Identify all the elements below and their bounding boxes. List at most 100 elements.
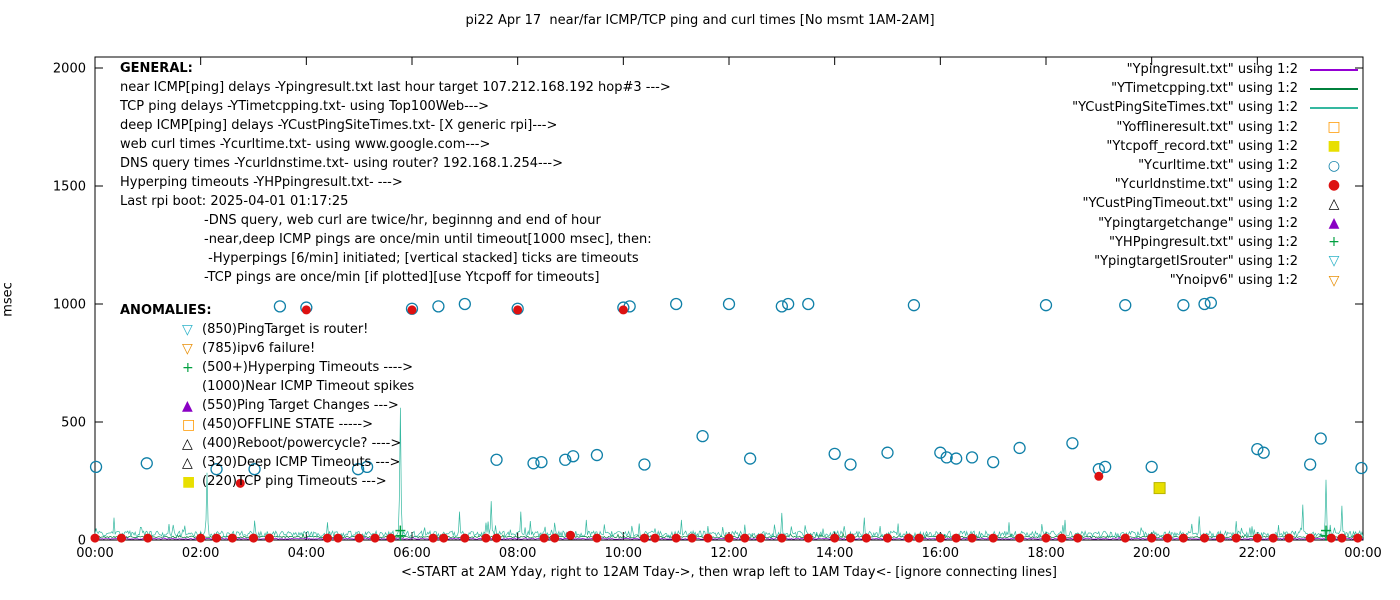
- x-tick-label: 02:00: [182, 546, 219, 561]
- legend-item-label: "Ynoipv6" using 1:2: [1169, 273, 1298, 289]
- series-Ycurltime-txt-point: [934, 446, 947, 459]
- series-Ycurldnstime-txt-point: [703, 533, 713, 543]
- series-Ycurltime-txt-point: [210, 463, 223, 476]
- series-Ycurltime-txt-point: [590, 448, 604, 462]
- series-Ycurltime-txt-point: [782, 297, 795, 311]
- y-tick-label: 2000: [53, 62, 86, 77]
- series-Ycurltime-txt-point: [1066, 437, 1079, 450]
- series-Ycurltime-txt-point: [527, 457, 540, 470]
- series-Ycurldnstime-txt-point: [988, 533, 998, 543]
- legend-item-label: "YCustPingSiteTimes.txt" using 1:2: [1072, 100, 1298, 116]
- series-Ycurldnstime-txt-point: [481, 533, 491, 543]
- series-Ycurltime-txt-point: [432, 300, 445, 313]
- series-Ytcpoff_record-txt-point: [1153, 482, 1166, 495]
- series-Ycurltime-txt-point: [248, 463, 261, 476]
- line-sample-icon: [1306, 68, 1362, 71]
- legend-item-label: "YpingtargetISrouter" using 1:2: [1094, 253, 1298, 269]
- legend-item: "YpingtargetISrouter" using 1:2 ▽: [1072, 252, 1362, 271]
- series-Ycurldnstime-txt-point: [883, 533, 892, 543]
- legend-item: "YHPpingresult.txt" using 1:2 +: [1072, 233, 1362, 252]
- anomaly-line: + (500+)Hyperping Timeouts ---->: [182, 359, 414, 376]
- legend-item-label: "Ypingtargetchange" using 1:2: [1098, 215, 1298, 231]
- series-Ycurltime-txt-point: [907, 299, 921, 312]
- series-Ycurldnstime-txt-point: [1147, 533, 1157, 543]
- series-Ycurltime-txt-point: [802, 297, 815, 311]
- series-Ycurldnstime-txt-point: [370, 533, 380, 543]
- chart-title: pi22 Apr 17 near/far ICMP/TCP ping and c…: [465, 13, 935, 28]
- series-Ycurldnstime-txt-point: [227, 533, 237, 543]
- series-Ycurldnstime-txt-point: [407, 305, 417, 315]
- series-Ycurldnstime-txt-point: [249, 533, 258, 543]
- series-Ycurltime-txt-point: [89, 460, 103, 473]
- info-line: Hyperping timeouts -YHPpingresult.txt- -…: [120, 175, 403, 190]
- series-Ycurldnstime-txt-point: [650, 533, 660, 543]
- anomaly-line: ▽ (785)ipv6 failure!: [182, 340, 316, 357]
- series-Ycurltime-txt-point: [950, 452, 963, 465]
- x-tick-label: 16:00: [922, 546, 959, 561]
- legend-item: "YCustPingSiteTimes.txt" using 1:2: [1072, 98, 1362, 117]
- series-Ycurltime-txt-point: [828, 447, 841, 461]
- anomaly-line: (1000)Near ICMP Timeout spikes: [202, 379, 415, 394]
- series-Ycurldnstime-txt-point: [777, 533, 787, 543]
- y-tick-label: 0: [78, 534, 86, 549]
- series-Ycurltime-txt-point: [987, 455, 1000, 469]
- series-Ycurltime-txt-point: [1013, 441, 1026, 455]
- y-tick-label: 1500: [53, 180, 86, 195]
- series-Ycurldnstime-txt-point: [951, 533, 961, 543]
- series-Ycurltime-txt-point: [1251, 442, 1264, 456]
- info-line: DNS query times -Ycurldnstime.txt- using…: [120, 156, 564, 171]
- series-Ycurltime-txt-point: [638, 458, 651, 471]
- series-Ycurldnstime-txt-point: [566, 530, 575, 540]
- series-Ycurltime-txt-point: [965, 451, 979, 464]
- plus-icon: +: [182, 359, 194, 376]
- anomaly-line: △ (400)Reboot/powercycle? ---->: [182, 435, 402, 452]
- series-Ycurldnstime-txt-point: [1178, 533, 1188, 543]
- down-triangle-icon: ▽: [1328, 253, 1340, 270]
- series-Ycurltime-txt-point: [696, 430, 709, 443]
- series-Ycurltime-txt-point: [1119, 299, 1132, 312]
- series-Ycurldnstime-txt-point: [1073, 533, 1083, 543]
- legend-item-label: "Ycurltime.txt" using 1:2: [1138, 158, 1298, 174]
- series-Ycurldnstime-txt-point: [116, 533, 126, 543]
- anomaly-line: ▲ (550)Ping Target Changes --->: [182, 397, 399, 414]
- general-notes: GENERAL: near ICMP[ping] delays -Ypingre…: [120, 59, 671, 287]
- y-tick-label: 1000: [53, 298, 86, 313]
- down-triangle-icon: ▽: [182, 340, 193, 357]
- info-note: -TCP pings are once/min [if plotted][use…: [204, 270, 600, 285]
- series-Ycurldnstime-txt-point: [196, 533, 206, 543]
- series-Ycurldnstime-txt-point: [846, 533, 856, 543]
- legend-item-label: "YCustPingTimeout.txt" using 1:2: [1082, 196, 1298, 212]
- series-Ycurldnstime-txt-point: [1252, 533, 1262, 543]
- series-Ycurldnstime-txt-point: [386, 533, 396, 543]
- open-square-icon: □: [182, 416, 196, 433]
- series-Ycurldnstime-txt-point: [1231, 533, 1241, 543]
- series-Ycurltime-txt-point: [1257, 446, 1270, 459]
- series-Ycurltime-txt-point: [1099, 460, 1112, 473]
- series-Ycurltime-txt-point: [1177, 299, 1190, 312]
- series-Ycurldnstime-txt-point: [492, 533, 502, 543]
- x-tick-label: 00:00: [1344, 546, 1381, 561]
- series-Ycurldnstime-txt-point: [550, 533, 560, 543]
- legend-item-label: "Ypingresult.txt" using 1:2: [1126, 62, 1298, 78]
- series-Ycurltime-txt-point: [490, 453, 503, 466]
- anomaly-line: ▽ (850)PingTarget is router!: [182, 321, 369, 338]
- series-Ycurltime-txt-point: [743, 452, 757, 465]
- series-Ycurldnstime-txt-point: [756, 533, 766, 543]
- filled-square-icon: ■: [182, 473, 196, 490]
- series-Ycurldnstime-txt-point: [1200, 533, 1209, 543]
- legend-item: "Ycurldnstime.txt" using 1:2 ●: [1072, 175, 1362, 194]
- legend-item-label: "YHPpingresult.txt" using 1:2: [1109, 234, 1298, 250]
- anomalies-notes: ANOMALIES: ▽ (850)PingTarget is router! ▽…: [120, 301, 414, 491]
- series-Ycurltime-txt-point: [535, 455, 548, 469]
- series-Ycurldnstime-txt-point: [1268, 533, 1278, 543]
- legend-item-label: "Yofflineresult.txt" using 1:2: [1116, 119, 1298, 135]
- legend-item: "Ypingtargetchange" using 1:2 ▲: [1072, 214, 1362, 233]
- series-Ycurldnstime-txt-point: [1284, 533, 1294, 543]
- info-line: deep ICMP[ping] delays -YCustPingSiteTim…: [120, 118, 558, 133]
- legend-item: "Yofflineresult.txt" using 1:2 □: [1072, 118, 1362, 137]
- y-tick-label: 500: [61, 416, 86, 431]
- series-Ycurldnstime-txt-point: [1120, 533, 1130, 543]
- series-Ycurldnstime-txt-point: [212, 533, 222, 543]
- series-Ycurldnstime-txt-point: [592, 533, 602, 543]
